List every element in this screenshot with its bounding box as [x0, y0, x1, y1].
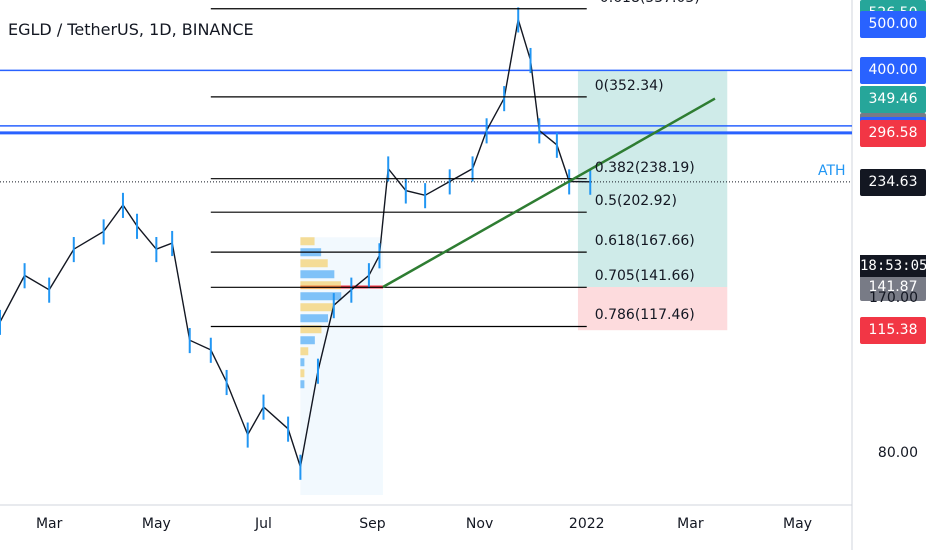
y-tick-170: 170.00 [869, 290, 918, 306]
x-tick-3: Sep [359, 516, 386, 532]
price-tag-2: 400.00 [860, 57, 926, 85]
volume-profile-bar [300, 281, 341, 290]
fib-label-2: 0.382(238.19) [594, 159, 695, 176]
price-tag-6: 296.58 [860, 119, 926, 147]
volume-profile-bar [300, 369, 305, 378]
price-tag-8: 141.87 [860, 274, 926, 301]
fib-label-5: 0.705(141.66) [594, 268, 695, 285]
price-tag-1: 500.00 [860, 10, 926, 38]
stop-zone [577, 287, 728, 331]
x-tick-4: Nov [465, 516, 494, 532]
fib-label-6: 0.786(117.46) [594, 307, 695, 324]
fib-label-0: -0.618(537.03) [595, 0, 700, 6]
volume-profile-bar [300, 358, 305, 367]
x-tick-1: May [141, 516, 171, 532]
volume-profile-bar [300, 303, 335, 312]
x-tick-0: Mar [35, 516, 63, 532]
volume-profile-bar [300, 270, 335, 279]
volume-profile-bar [300, 347, 309, 356]
volume-profile-bar [300, 237, 315, 246]
profit-zone [577, 70, 728, 288]
fib-label-4: 0.618(167.66) [594, 233, 695, 250]
fib-label-1: 0(352.34) [594, 77, 664, 94]
volume-profile-bar [300, 336, 315, 345]
volume-profile-bar [300, 325, 322, 334]
price-series-line [0, 19, 591, 468]
volume-profile-bar [300, 314, 329, 323]
bar-countdown: 18:53:05 [860, 255, 927, 277]
x-tick-5: 2022 [568, 516, 605, 532]
x-tick-7: May [783, 516, 813, 532]
price-tag-9: 115.38 [860, 317, 926, 345]
price-tag-3: 349.46 [860, 85, 926, 113]
chart-title: EGLD / TetherUS, 1D, BINANCE [8, 20, 254, 39]
price-tag-7: 234.63 [860, 168, 926, 196]
trendline [382, 97, 716, 289]
y-tick-80: 80.00 [877, 445, 918, 461]
volume-profile-bar [300, 380, 305, 389]
ath-label: ATH [818, 163, 846, 179]
volume-profile-bar [300, 259, 328, 268]
x-tick-6: Mar [677, 516, 704, 532]
fib-label-3: 0.5(202.92) [594, 193, 677, 210]
volume-profile-bar [300, 292, 342, 301]
x-tick-2: Jul [255, 516, 272, 532]
